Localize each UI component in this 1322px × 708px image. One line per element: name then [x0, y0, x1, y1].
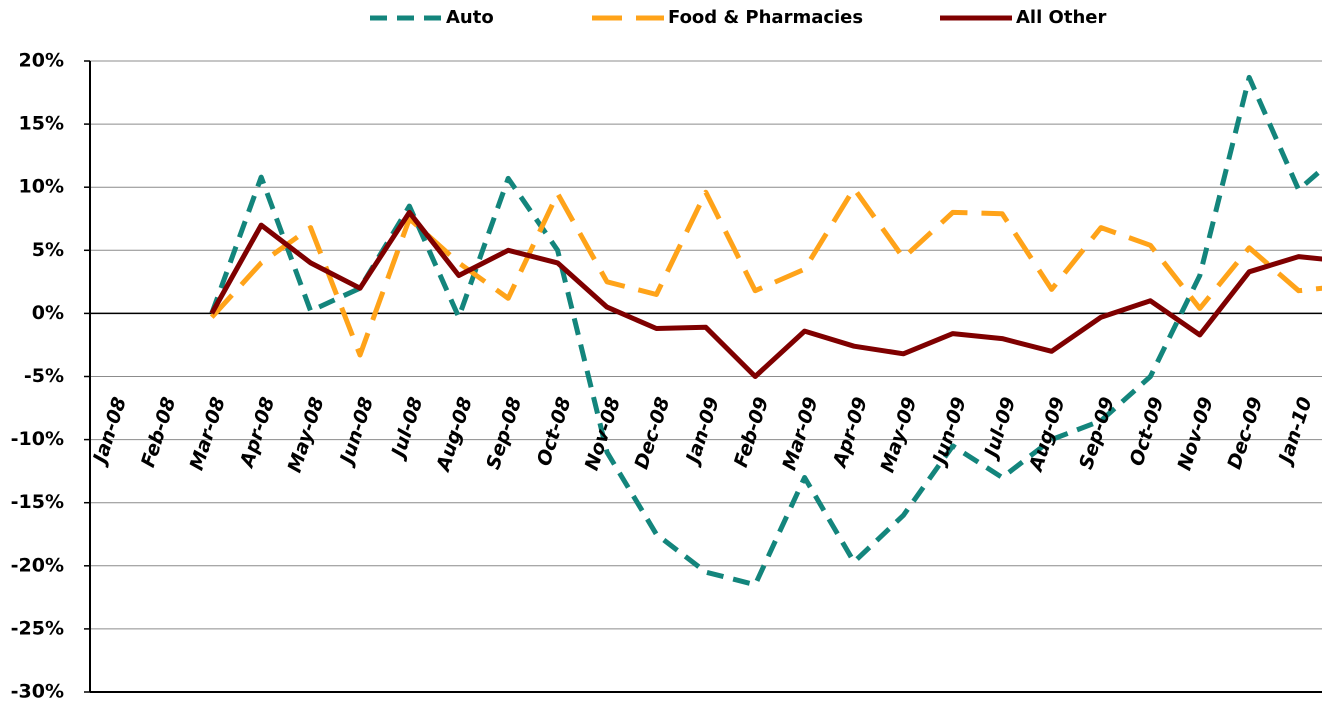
y-tick-label: -10%	[11, 428, 64, 450]
y-tick-label: -25%	[11, 617, 64, 639]
x-tick-label: Aug-08	[432, 394, 477, 475]
x-tick-label: Dec-09	[1223, 394, 1267, 471]
series-line	[209, 209, 1322, 379]
x-tick-label: Oct-08	[533, 394, 576, 468]
x-tick-label: Jan-10	[1273, 394, 1316, 469]
x-tick-label: Apr-08	[235, 394, 279, 471]
grid	[84, 60, 1322, 693]
x-tick-label: May-09	[876, 394, 921, 475]
x-tick-label: Oct-09	[1126, 394, 1169, 468]
legend-label: Auto	[446, 7, 494, 28]
x-tick-label: Jul-09	[979, 394, 1020, 463]
y-tick-label: -20%	[11, 554, 64, 576]
x-tick-label: Mar-08	[186, 394, 230, 473]
x-tick-label: Nov-08	[581, 394, 625, 473]
x-tick-label: Mar-09	[778, 394, 822, 473]
x-tick-label: Jan-08	[88, 394, 131, 469]
y-tick-label: -5%	[24, 365, 64, 387]
x-tick-label: Jul-08	[386, 394, 427, 463]
y-tick-label: 5%	[32, 239, 64, 261]
labels: -30% -25% -20% -15% -10% -5% 0% 5% 10% 15% 20% Jan-…	[11, 7, 1317, 703]
y-tick-label: 10%	[19, 176, 64, 198]
y-tick-label: 15%	[19, 113, 64, 135]
y-tick-label: -15%	[11, 491, 64, 513]
plot-lines	[209, 74, 1322, 588]
x-tick-label: Jan-09	[681, 394, 724, 469]
x-tick-label: Dec-08	[631, 394, 675, 471]
x-tick-label: Nov-09	[1173, 394, 1217, 473]
series-line	[209, 186, 1322, 358]
y-tick-label: -30%	[11, 681, 64, 703]
x-tick-label: Jun-08	[335, 394, 378, 470]
y-tick-label: 0%	[32, 302, 64, 324]
x-tick-label: Sep-09	[1075, 394, 1119, 472]
x-tick-label: Feb-08	[137, 394, 180, 470]
legend-label: All Other	[1016, 7, 1106, 28]
x-tick-label: Feb-09	[730, 394, 773, 470]
x-tick-label: May-08	[284, 394, 329, 475]
y-tick-label: 20%	[19, 50, 64, 72]
x-tick-label: Sep-08	[482, 394, 526, 472]
series-line	[209, 74, 1322, 588]
x-tick-label: Jun-09	[927, 394, 970, 470]
x-tick-label: Apr-09	[828, 394, 872, 471]
legend-label: Food & Pharmacies	[668, 7, 863, 28]
